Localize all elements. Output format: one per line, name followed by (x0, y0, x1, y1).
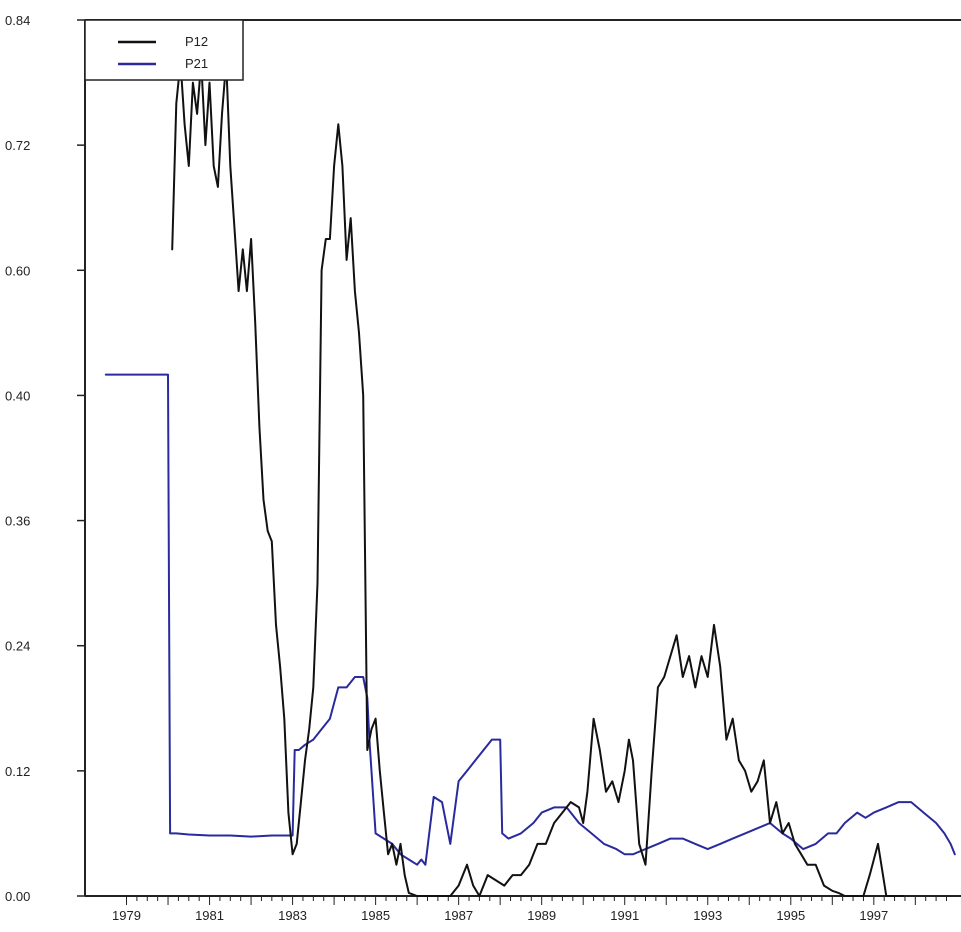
y-tick-label: 0.72 (5, 138, 30, 153)
x-axis: 1979 1981 1983 1985 1987 1989 1991 1993 1995 1997 (112, 896, 947, 923)
y-tick-label: 0.40 (5, 388, 30, 403)
y-tick-label: 0.36 (5, 514, 30, 529)
x-tick-label: 1987 (444, 908, 473, 923)
x-tick-label: 1997 (859, 908, 888, 923)
series-line-p12 (171, 60, 904, 897)
legend-label-p12: P12 (185, 34, 208, 49)
legend-label-p21: P21 (185, 56, 208, 71)
y-tick-label: 0.84 (5, 13, 30, 28)
x-tick-label: 1979 (112, 908, 141, 923)
y-tick-label: 0.12 (5, 764, 30, 779)
x-tick-label: 1985 (361, 908, 390, 923)
x-tick-label: 1993 (693, 908, 722, 923)
y-tick-label: 0.60 (5, 263, 30, 278)
x-tick-label: 1981 (195, 908, 224, 923)
y-axis: 0.00 0.12 0.24 0.36 0.40 0.60 0.72 0.84 (5, 13, 85, 904)
series-layer (104, 60, 956, 897)
x-tick-label: 1991 (610, 908, 639, 923)
y-tick-label: 0.24 (5, 639, 30, 654)
x-tick-label: 1983 (278, 908, 307, 923)
series-line-p21 (104, 373, 956, 866)
legend-box (84, 19, 244, 81)
x-tick-label: 1995 (776, 908, 805, 923)
x-tick-label: 1989 (527, 908, 556, 923)
legend: P12 P21 (84, 19, 244, 81)
y-tick-label: 0.00 (5, 889, 30, 904)
